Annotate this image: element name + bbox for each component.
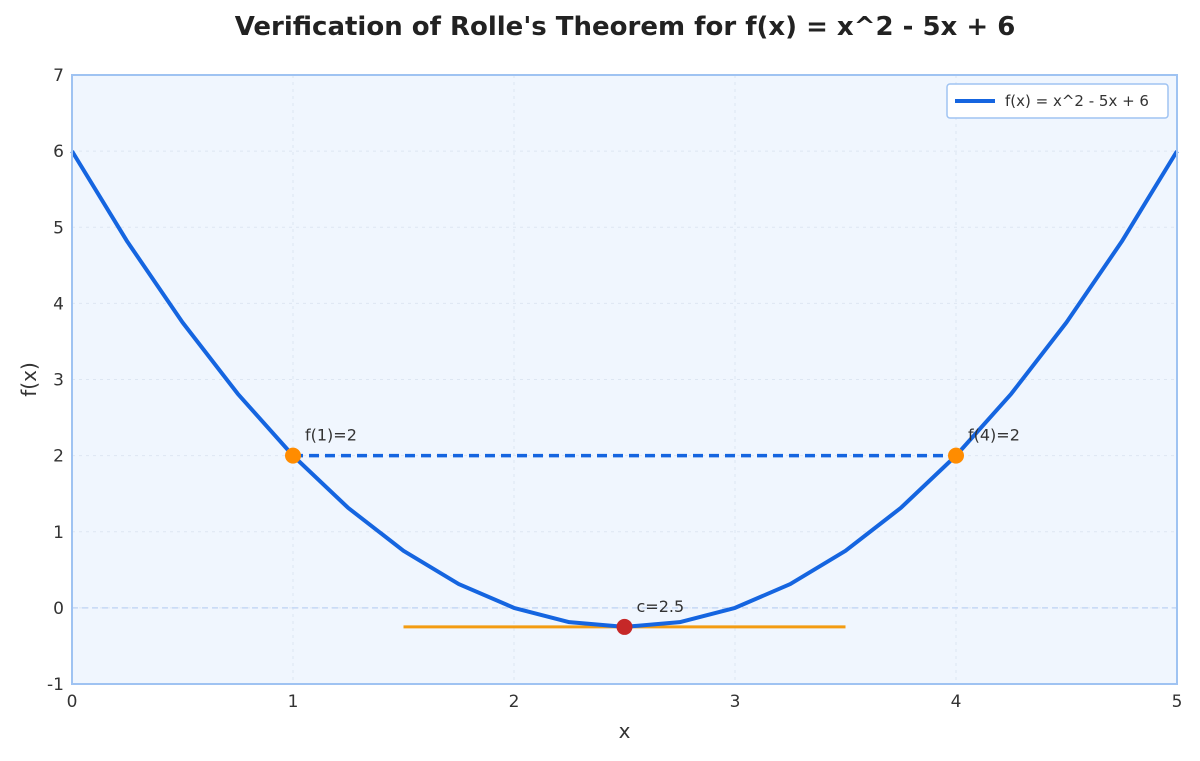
legend-box <box>946 83 1169 119</box>
chart-title: Verification of Rolle's Theorem for f(x)… <box>234 12 1016 42</box>
x-axis-label: x <box>619 719 631 743</box>
y-tick-label: 5 <box>53 218 64 238</box>
x-tick-label: 1 <box>288 692 299 712</box>
x-tick-label: 4 <box>951 692 962 712</box>
y-tick-label: 4 <box>53 294 64 314</box>
plot-frame <box>71 74 1178 685</box>
x-tick-label: 2 <box>509 692 520 712</box>
legend: f(x) = x^2 - 5x + 6 <box>946 83 1169 119</box>
data-point <box>616 618 633 635</box>
y-tick-label: 7 <box>53 66 64 86</box>
y-tick-label: 6 <box>53 142 64 162</box>
data-point <box>948 447 964 464</box>
x-tick-label: 3 <box>730 692 741 712</box>
y-tick-label: 3 <box>53 371 64 391</box>
point-annotation: f(4)=2 <box>968 426 1020 445</box>
y-ticks: -1 0 1 2 3 4 5 6 7 <box>47 66 64 695</box>
y-axis-label: f(x) <box>17 362 41 396</box>
y-tick-label: 2 <box>53 447 64 467</box>
points-group: f(1)=2 f(4)=2 c=2.5 <box>285 426 1020 635</box>
point-annotation: f(1)=2 <box>305 426 357 445</box>
y-tick-label: 1 <box>53 523 64 543</box>
y-tick-label: -1 <box>47 675 64 695</box>
y-tick-label: 0 <box>53 599 64 619</box>
x-tick-label: 5 <box>1172 692 1183 712</box>
x-tick-label: 0 <box>67 692 78 712</box>
point-annotation: c=2.5 <box>637 597 685 616</box>
x-ticks: 0 1 2 3 4 5 <box>67 692 1183 712</box>
legend-label: f(x) = x^2 - 5x + 6 <box>1005 92 1149 110</box>
data-point <box>285 447 301 464</box>
